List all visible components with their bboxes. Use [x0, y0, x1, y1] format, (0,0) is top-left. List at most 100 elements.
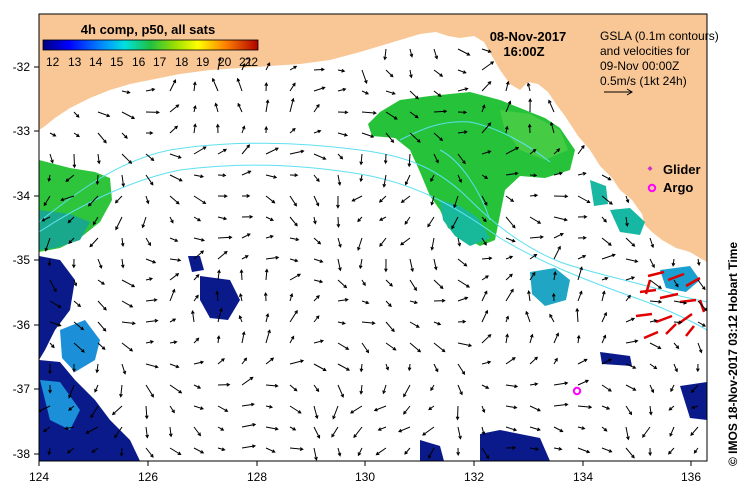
velocity-arrow — [379, 237, 387, 247]
velocity-arrow — [217, 250, 228, 260]
velocity-arrow — [313, 174, 320, 183]
velocity-arrow — [361, 321, 376, 325]
velocity-arrow — [169, 125, 179, 134]
velocity-arrow — [169, 195, 180, 205]
velocity-arrow — [313, 237, 322, 245]
velocity-arrow — [121, 300, 134, 308]
velocity-arrow — [85, 426, 99, 434]
velocity-arrow — [505, 357, 516, 365]
velocity-arrow — [481, 309, 489, 323]
velocity-arrow — [241, 214, 254, 219]
velocity-arrow — [193, 195, 207, 205]
velocity-arrow — [553, 426, 564, 433]
velocity-arrow — [48, 384, 52, 394]
velocity-arrow — [337, 342, 350, 350]
velocity-arrow — [433, 279, 444, 290]
velocity-arrow — [73, 279, 78, 287]
colorbar-label: 19 — [196, 55, 210, 69]
velocity-arrow — [577, 144, 585, 155]
velocity-arrow — [553, 402, 569, 407]
velocity-arrow — [193, 123, 197, 134]
velocity-arrow — [169, 273, 180, 281]
velocity-arrow — [289, 426, 297, 431]
y-tick-label: -34 — [13, 189, 31, 203]
velocity-arrow — [553, 357, 558, 365]
velocity-arrow — [649, 237, 655, 249]
velocity-arrow — [48, 364, 52, 375]
velocity-arrow — [145, 153, 155, 162]
velocity-arrow — [456, 447, 461, 456]
velocity-arrow — [525, 310, 531, 323]
velocity-arrow — [337, 153, 344, 160]
velocity-arrow — [241, 423, 257, 428]
velocity-arrow — [481, 150, 492, 155]
velocity-arrow — [97, 300, 107, 311]
velocity-arrow — [696, 258, 701, 267]
y-tick-label: -33 — [13, 124, 31, 138]
velocity-arrow — [553, 381, 569, 386]
y-tick-label: -35 — [13, 253, 31, 267]
velocity-arrow — [359, 363, 364, 373]
velocity-arrow — [66, 447, 75, 454]
velocity-arrow — [361, 279, 366, 287]
velocity-arrow — [289, 309, 298, 323]
velocity-arrow — [433, 298, 446, 303]
velocity-arrow — [217, 447, 226, 452]
velocity-arrow — [145, 258, 157, 264]
velocity-arrow — [481, 80, 492, 92]
velocity-arrow — [168, 426, 173, 438]
velocity-arrow — [73, 132, 80, 138]
velocity-arrow — [241, 233, 251, 239]
velocity-arrows — [39, 48, 707, 461]
velocity-arrow — [457, 48, 471, 56]
velocity-arrow — [337, 237, 342, 248]
velocity-arrow — [49, 279, 57, 293]
velocity-arrow — [673, 300, 688, 305]
velocity-arrow — [236, 77, 243, 92]
velocity-arrow — [97, 111, 111, 118]
velocity-arrow — [576, 334, 581, 344]
velocity-arrow — [403, 405, 411, 415]
velocity-arrow — [649, 319, 658, 323]
colorbar-label: 14 — [89, 55, 103, 69]
velocity-arrow — [430, 384, 435, 392]
velocity-arrow — [241, 125, 246, 134]
velocity-arrow — [577, 214, 588, 219]
velocity-arrow — [577, 405, 593, 409]
velocity-arrow — [529, 426, 541, 432]
colorbar-label: 20 — [218, 55, 232, 69]
velocity-arrow — [289, 258, 299, 263]
velocity-arrow — [313, 86, 326, 92]
velocity-arrow — [529, 405, 541, 412]
velocity-arrow — [481, 122, 492, 134]
velocity-arrow — [65, 174, 75, 182]
velocity-arrow — [144, 405, 149, 420]
velocity-arrow — [673, 279, 679, 288]
velocity-arrow — [313, 315, 320, 323]
y-tick-label: -37 — [13, 382, 31, 396]
credit-text: © IMOS 18-Nov-2017 03:12 Hobart Time — [726, 242, 740, 466]
velocity-arrow — [577, 195, 591, 203]
velocity-arrow — [313, 447, 318, 461]
velocity-arrow — [455, 405, 460, 421]
velocity-arrow — [239, 292, 243, 302]
velocity-arrow — [68, 237, 75, 244]
velocity-arrow — [529, 235, 544, 240]
velocity-arrow — [527, 290, 531, 302]
velocity-arrow — [193, 174, 205, 179]
velocity-arrow — [433, 363, 439, 373]
velocity-arrow — [89, 237, 99, 248]
velocity-legend: GSLA (0.1m contours) and velocities for … — [600, 29, 719, 96]
x-tick-label: 136 — [681, 470, 701, 484]
velocity-arrow — [73, 321, 85, 331]
velocity-arrow — [265, 383, 279, 388]
velocity-arrow — [289, 97, 295, 113]
velocity-arrow — [68, 384, 75, 399]
x-tick-label: 126 — [138, 470, 158, 484]
velocity-arrow — [505, 80, 510, 92]
velocity-arrow — [60, 195, 75, 202]
velocity-arrow — [648, 405, 653, 416]
velocity-arrow — [529, 193, 539, 198]
velocity-arrow — [97, 132, 107, 144]
velocity-arrow — [433, 258, 438, 271]
